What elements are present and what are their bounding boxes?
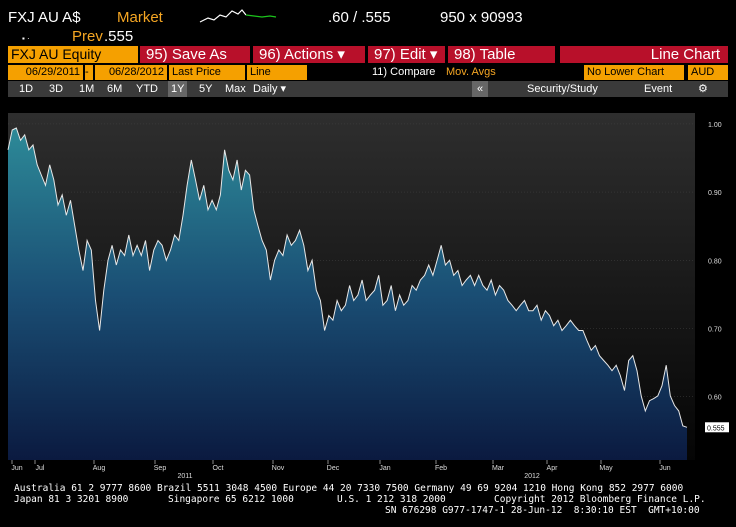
toolbar-button[interactable]: 95) Save As (140, 46, 250, 63)
compare[interactable]: 11) Compare (372, 66, 436, 78)
x-tick-label: Oct (213, 465, 224, 472)
settings[interactable]: ⚙ (698, 83, 708, 95)
toolbar-button[interactable]: 97) Edit ▾ (368, 46, 445, 63)
footer-line: U.S. 1 212 318 2000 (337, 494, 446, 505)
x-tick-label: Sep (154, 465, 167, 472)
footer-line: SN 676298 G977-1747-1 28-Jun-12 8:30:10 … (385, 505, 700, 516)
price-line (7, 127, 688, 428)
field[interactable]: Last Price (169, 65, 245, 80)
x-tick-label: Dec (327, 465, 340, 472)
x-tick-label: Feb (435, 465, 447, 472)
y-tick-label: 0.60 (708, 395, 722, 402)
event[interactable]: Event (644, 83, 673, 95)
start-date[interactable]: 06/29/2011 (8, 65, 83, 80)
y-tick-label: 0.90 (708, 190, 722, 197)
dash: - (85, 65, 93, 80)
security-field[interactable]: FXJ AU Equity (8, 46, 138, 63)
x-tick-label: Jun (659, 465, 670, 472)
chart: 0.60 0.70 0.80 0.90 1.00 0.555 Jun Jul Aug Sep Oct… (7, 113, 729, 480)
prev-label: Prev (72, 28, 103, 45)
period-button[interactable]: Max (225, 83, 246, 95)
x-tick-label: Jul (36, 465, 45, 472)
period-button[interactable]: 3D (49, 83, 64, 95)
period-button[interactable]: YTD (136, 83, 158, 95)
lower-chart[interactable]: No Lower Chart (584, 65, 684, 80)
x-tick-label: Apr (547, 465, 559, 472)
currency[interactable]: AUD (688, 65, 728, 80)
quote: .60 / .555 (328, 9, 391, 26)
last-price-box (705, 422, 729, 433)
style[interactable]: Line (247, 65, 307, 80)
footer-line: Japan 81 3 3201 8900 (14, 494, 129, 505)
x-tick-label: Nov (272, 465, 285, 472)
x-tick-label: May (599, 465, 613, 472)
y-tick-label: 1.00 (708, 122, 722, 129)
period-button[interactable]: 1D (19, 83, 34, 95)
chart-name: Line Chart (560, 46, 728, 63)
last-price-label: 0.555 (707, 425, 725, 432)
prev-value: .555 (104, 28, 134, 45)
period-button[interactable]: 1Y (168, 81, 188, 97)
year-label: 2012 (524, 473, 540, 480)
dots: ▪ · (22, 34, 30, 43)
security-study[interactable]: Security/Study (527, 83, 598, 95)
period-button[interactable]: 5Y (199, 83, 213, 95)
mov-avgs[interactable]: Mov. Avgs (446, 66, 496, 78)
period-button[interactable]: 1M (79, 83, 95, 95)
collapse[interactable]: « (472, 81, 488, 97)
ticker: FXJ AU A$ (8, 9, 81, 26)
size: 950 x 90993 (440, 9, 523, 26)
x-tick-label: Aug (93, 465, 106, 472)
sparkline (199, 9, 277, 23)
footer-line: Copyright 2012 Bloomberg Finance L.P. (494, 494, 706, 505)
x-tick-label: Mar (492, 465, 505, 472)
footer-line: Singapore 65 6212 1000 (168, 494, 294, 505)
period-bar (8, 81, 728, 97)
y-tick-label: 0.70 (708, 326, 722, 333)
market-label: Market (117, 9, 163, 26)
year-label: 2011 (177, 473, 192, 480)
y-tick-label: 0.80 (708, 258, 722, 265)
frequency[interactable]: Daily ▾ (253, 83, 287, 95)
footer-line: Australia 61 2 9777 8600 Brazil 5511 304… (14, 483, 684, 494)
toolbar-button[interactable]: 96) Actions ▾ (253, 46, 365, 63)
period-button[interactable]: 6M (107, 83, 123, 95)
x-tick-label: Jan (379, 465, 390, 472)
x-tick-label: Jun (11, 465, 22, 472)
end-date[interactable]: 06/28/2012 (95, 65, 167, 80)
toolbar-button[interactable]: 98) Table (448, 46, 555, 63)
area (8, 128, 687, 460)
